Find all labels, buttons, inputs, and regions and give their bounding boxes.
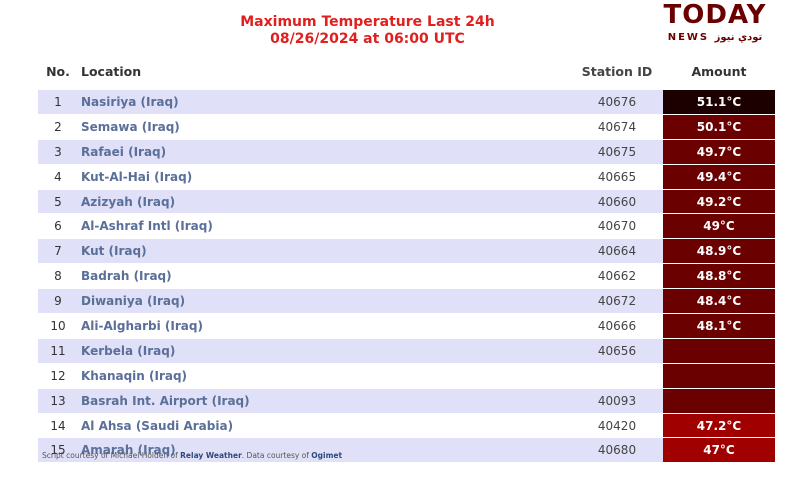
row-location: Semawa (Iraq) — [78, 114, 571, 140]
row-station-id: 40656 — [571, 338, 663, 364]
table-row: 11 Kerbela (Iraq) 40656 — [38, 338, 775, 364]
relay-weather-link[interactable]: Relay Weather — [180, 451, 242, 460]
row-location: Kut-Al-Hai (Iraq) — [78, 164, 571, 190]
row-station-id: 40680 — [571, 437, 663, 464]
table-row: 9 Diwaniya (Iraq) 40672 48.4°C — [38, 288, 775, 315]
row-amount — [663, 388, 775, 414]
table-row: 4 Kut-Al-Hai (Iraq) 40665 49.4°C — [38, 164, 775, 190]
row-number: 8 — [38, 263, 78, 290]
row-station-id: 40676 — [571, 90, 663, 115]
table-row: 14 Al Ahsa (Saudi Arabia) 40420 47.2°C — [38, 413, 775, 439]
footer-text: . Data courtesy of — [241, 451, 312, 460]
row-amount — [663, 363, 775, 389]
table-row: 5 Azizyah (Iraq) 40660 49.2°C — [38, 189, 775, 215]
table-row: 10 Ali-Algharbi (Iraq) 40666 48.1°C — [38, 313, 775, 339]
row-amount: 48.8°C — [663, 263, 775, 290]
table-row: 2 Semawa (Iraq) 40674 50.1°C — [38, 114, 775, 140]
row-location: Nasiriya (Iraq) — [78, 90, 571, 115]
row-amount: 48.1°C — [663, 313, 775, 339]
row-location: Al Ahsa (Saudi Arabia) — [78, 413, 571, 439]
row-number: 15 — [38, 437, 78, 464]
row-amount: 47.2°C — [663, 413, 775, 439]
row-amount: 47°C — [663, 437, 775, 464]
watermark-subtext: NEWS تودي نيوز — [667, 32, 763, 43]
footer-credits: Script courtesy of Michael Holden of Rel… — [42, 451, 342, 460]
row-location: Rafaei (Iraq) — [78, 139, 571, 165]
row-number: 10 — [38, 313, 78, 339]
row-location: Khanaqin (Iraq) — [78, 363, 571, 389]
row-number: 14 — [38, 413, 78, 439]
table-row: 8 Badrah (Iraq) 40662 48.8°C — [38, 263, 775, 290]
row-number: 4 — [38, 164, 78, 190]
table-row: 12 Khanaqin (Iraq) — [38, 363, 775, 389]
row-location: Azizyah (Iraq) — [78, 189, 571, 215]
ogimet-link[interactable]: Ogimet — [311, 451, 343, 460]
row-station-id: 40672 — [571, 288, 663, 315]
footer-text: Script courtesy of Michael Holden of — [42, 451, 181, 460]
row-station-id: 40675 — [571, 139, 663, 165]
row-location: Diwaniya (Iraq) — [78, 288, 571, 315]
temperature-table: No. Location Station ID Amount 1 Nasiriy… — [38, 52, 775, 464]
title: Maximum Temperature Last 24h — [240, 14, 495, 30]
watermark-logo: TODAY — [663, 0, 767, 30]
table-row: 3 Rafaei (Iraq) 40675 49.7°C — [38, 139, 775, 165]
row-station-id: 40093 — [571, 388, 663, 414]
row-number: 7 — [38, 238, 78, 265]
row-amount: 48.4°C — [663, 288, 775, 315]
row-station-id: 40666 — [571, 313, 663, 339]
subtitle: 08/26/2024 at 06:00 UTC — [270, 31, 465, 47]
row-number: 2 — [38, 114, 78, 140]
row-location: Kerbela (Iraq) — [78, 338, 571, 364]
header-station: Station ID — [581, 63, 653, 79]
table-row: 13 Basrah Int. Airport (Iraq) 40093 — [38, 388, 775, 414]
row-amount: 50.1°C — [663, 114, 775, 140]
header-location: Location — [81, 63, 142, 79]
row-amount: 49.4°C — [663, 164, 775, 190]
row-amount: 49.2°C — [663, 189, 775, 215]
row-number: 1 — [38, 90, 78, 115]
row-number: 6 — [38, 213, 78, 240]
table-row: 1 Nasiriya (Iraq) 40676 51.1°C — [38, 90, 775, 115]
row-amount: 48.9°C — [663, 238, 775, 265]
row-number: 3 — [38, 139, 78, 165]
table-row: 6 Al-Ashraf Intl (Iraq) 40670 49°C — [38, 213, 775, 240]
row-amount: 49°C — [663, 213, 775, 240]
row-station-id: 40665 — [571, 164, 663, 190]
row-location: Ali-Algharbi (Iraq) — [78, 313, 571, 339]
header-amount: Amount — [691, 63, 747, 79]
row-station-id: 40662 — [571, 263, 663, 290]
row-station-id: 40660 — [571, 189, 663, 215]
row-number: 12 — [38, 363, 78, 389]
row-number: 13 — [38, 388, 78, 414]
row-location: Basrah Int. Airport (Iraq) — [78, 388, 571, 414]
row-location: Al-Ashraf Intl (Iraq) — [78, 213, 571, 240]
row-station-id: 40674 — [571, 114, 663, 140]
row-location: Kut (Iraq) — [78, 238, 571, 265]
page-title: Maximum Temperature Last 24h 08/26/2024 … — [0, 14, 735, 48]
row-amount: 51.1°C — [663, 90, 775, 115]
row-amount — [663, 338, 775, 364]
row-location: Badrah (Iraq) — [78, 263, 571, 290]
row-number: 9 — [38, 288, 78, 315]
row-station-id — [571, 363, 663, 389]
row-location: Amarah (Iraq) — [78, 437, 571, 464]
row-number: 11 — [38, 338, 78, 364]
table-row: 15 Amarah (Iraq) 40680 47°C — [38, 437, 775, 464]
row-station-id: 40670 — [571, 213, 663, 240]
header-no: No. — [46, 63, 70, 79]
row-amount: 49.7°C — [663, 139, 775, 165]
row-number: 5 — [38, 189, 78, 215]
table-row: 7 Kut (Iraq) 40664 48.9°C — [38, 238, 775, 265]
row-station-id: 40664 — [571, 238, 663, 265]
row-station-id: 40420 — [571, 413, 663, 439]
